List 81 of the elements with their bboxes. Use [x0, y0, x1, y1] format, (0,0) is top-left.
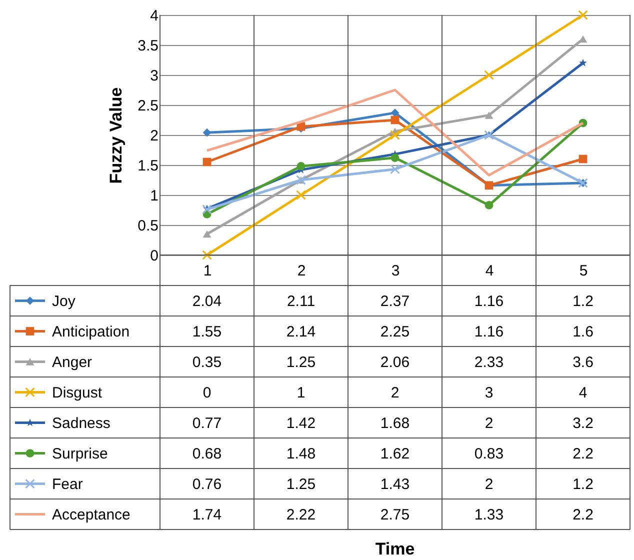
point	[202, 230, 212, 238]
data-label: 1.6	[572, 323, 594, 340]
data-label: 3.2	[572, 414, 594, 432]
legend-label: Sadness	[52, 414, 110, 432]
data-label: 1.25	[286, 354, 316, 371]
point	[390, 154, 400, 162]
data-label: 1.42	[286, 414, 316, 432]
data-label: 1.16	[474, 292, 504, 310]
data-label: 4	[578, 384, 588, 402]
data-label: 2.37	[380, 292, 410, 310]
data-label: 2.2	[572, 506, 594, 524]
data-label: 1.25	[286, 476, 316, 493]
text: Time	[375, 540, 415, 558]
y-tick-label: 1	[150, 188, 158, 204]
x-tick-label: 5	[579, 262, 588, 280]
point	[202, 158, 212, 166]
x-tick-label: 3	[391, 262, 400, 280]
point	[390, 108, 400, 117]
data-label: 1.55	[192, 323, 222, 340]
point	[484, 201, 494, 210]
legend-label: Acceptance	[52, 506, 130, 524]
data-label: 1.33	[474, 506, 504, 524]
x-tick-label: 2	[297, 262, 306, 280]
y-tick-label: 3	[150, 68, 158, 84]
y-tick-label: 2	[150, 128, 158, 144]
data-label: 1.68	[380, 414, 410, 432]
data-label: 2	[484, 414, 494, 432]
data-label: 2.11	[286, 292, 316, 310]
data-label: 2.2	[572, 445, 594, 462]
point	[579, 58, 587, 66]
data-label: 1.48	[286, 445, 316, 462]
y-tick-label: 0.5	[138, 218, 158, 234]
data-label: 2.04	[192, 292, 222, 310]
point	[578, 10, 588, 20]
legend-label: Fear	[52, 476, 83, 493]
data-label: 1.16	[474, 323, 504, 340]
legend-label: Disgust	[52, 384, 103, 402]
y-tick-label: 4	[150, 8, 158, 24]
data-label: 2.06	[380, 354, 410, 371]
data-label: 1.2	[572, 292, 594, 310]
data-label: 1.43	[380, 476, 410, 493]
data-label: 3.6	[572, 354, 594, 371]
data-label: 0.76	[192, 476, 222, 493]
point	[484, 112, 494, 119]
legend-label: Surprise	[52, 445, 108, 462]
point	[390, 130, 400, 140]
data-label: 2.75	[380, 506, 410, 524]
legend-label: Anger	[52, 354, 92, 371]
data-label: 0.35	[192, 354, 222, 371]
data-label: 0.68	[192, 445, 222, 462]
data-label: 3	[484, 384, 494, 402]
x-tick-label: 4	[485, 262, 494, 280]
y-tick-label: 1.5	[138, 158, 158, 174]
point	[484, 70, 494, 80]
data-label: 1	[296, 384, 306, 402]
data-label: 0.77	[192, 414, 222, 432]
point	[296, 190, 306, 200]
data-label: 0	[202, 384, 212, 402]
point	[296, 162, 306, 170]
point	[578, 154, 588, 164]
data-label: 2.25	[380, 323, 410, 340]
data-label: 1.74	[192, 506, 222, 524]
data-label: 2.22	[286, 506, 316, 524]
legend-label: Joy	[52, 292, 76, 310]
point	[390, 164, 400, 174]
y-tick-label: 2.5	[138, 98, 158, 114]
data-label: 2.14	[286, 323, 316, 340]
point	[202, 128, 212, 137]
point	[202, 250, 212, 260]
data-label: 0.83	[474, 445, 504, 462]
data-label: 2	[390, 384, 400, 402]
y-tick-label: 3.5	[138, 38, 158, 54]
point	[390, 116, 400, 124]
y-axis-title: Fuzzy Value	[106, 87, 126, 184]
data-label: 2	[484, 476, 494, 493]
data-label: 1.2	[572, 476, 594, 493]
data-label: 2.33	[474, 354, 504, 371]
data-label: 1.62	[380, 445, 410, 462]
legend-label: Anticipation	[52, 323, 130, 340]
x-tick-label: 1	[203, 262, 212, 280]
y-tick-label: 0	[150, 248, 158, 264]
